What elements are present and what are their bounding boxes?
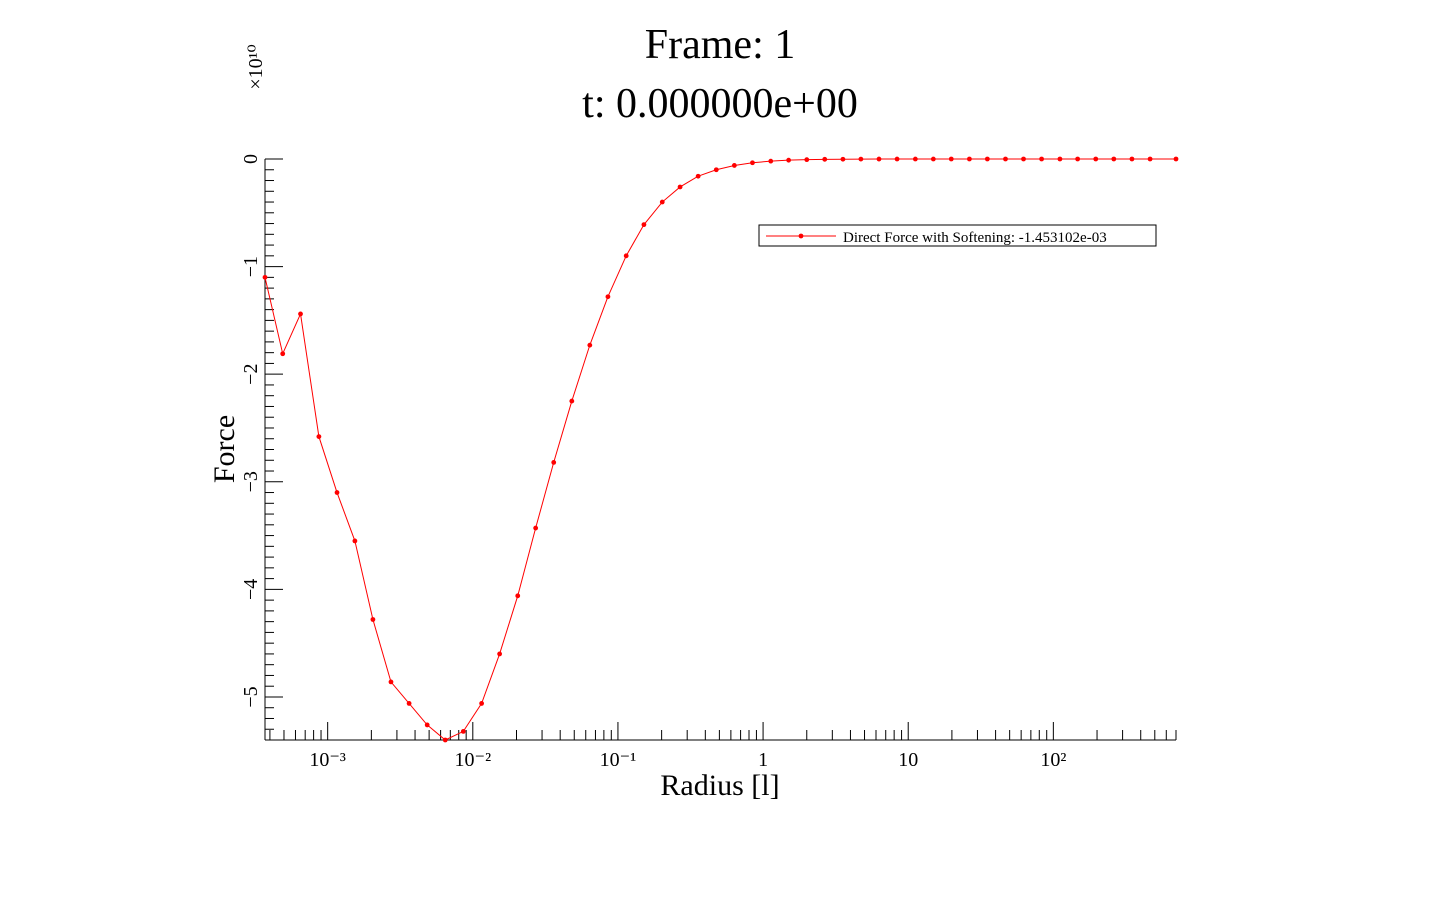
data-point: [731, 163, 737, 168]
data-point: [967, 156, 972, 162]
x-tick-label: 1: [758, 749, 768, 771]
data-point: [1021, 156, 1026, 162]
data-point: [334, 490, 340, 495]
y-tick-label: −1: [240, 256, 262, 277]
data-point: [876, 156, 882, 162]
data-point: [858, 156, 864, 162]
data-point: [497, 651, 503, 657]
data-point: [894, 156, 900, 162]
y-axis-ticks: 0 −1 −2 −3 −4 −5: [240, 154, 283, 730]
data-point: [388, 679, 394, 685]
data-point: [587, 342, 593, 348]
x-tick-label: 10²: [1040, 749, 1066, 771]
data-point: [262, 274, 268, 280]
data-point: [1003, 156, 1008, 162]
data-point: [533, 525, 539, 531]
x-axis-title: Radius [l]: [660, 769, 779, 802]
data-point: [280, 351, 286, 357]
x-tick-label: 10⁻³: [309, 749, 346, 771]
data-point: [930, 156, 936, 162]
data-point: [569, 398, 575, 404]
legend-label: Direct Force with Softening: -1.453102e-…: [843, 230, 1107, 246]
chart-subtitle: t: 0.000000e+00: [582, 81, 858, 127]
data-point: [713, 167, 719, 173]
data-point: [623, 253, 629, 259]
data-point: [984, 156, 990, 162]
y-tick-label: −4: [240, 579, 262, 600]
data-point: [641, 222, 647, 228]
data-point: [298, 311, 303, 317]
data-point: [352, 538, 358, 544]
data-point: [316, 434, 322, 439]
data-point: [442, 737, 448, 743]
x-tick-label: 10⁻¹: [600, 749, 637, 771]
data-point: [479, 701, 485, 706]
data-point: [1075, 156, 1081, 162]
data-point: [1129, 156, 1135, 162]
series-layer: [262, 156, 1179, 743]
data-point: [659, 199, 665, 205]
data-point: [695, 173, 701, 179]
y-tick-label: −2: [240, 364, 262, 385]
legend-box: [758, 224, 1157, 247]
data-point: [840, 156, 846, 162]
chart-title: Frame: 1: [645, 22, 795, 68]
y-multiplier-label: ×10¹⁰: [245, 44, 267, 89]
data-point: [370, 617, 376, 622]
data-point: [1111, 156, 1117, 162]
data-point: [768, 158, 774, 164]
y-tick-label: 0: [240, 154, 262, 164]
x-tick-label: 10: [898, 749, 918, 771]
data-point: [786, 157, 792, 163]
data-point: [912, 156, 918, 162]
data-point: [804, 157, 810, 163]
legend: Direct Force with Softening: -1.453102e-…: [758, 224, 1157, 247]
y-axis-title: Force: [208, 415, 241, 483]
y-tick-label: −5: [240, 686, 262, 707]
data-point: [551, 460, 557, 465]
data-point: [1057, 156, 1063, 162]
x-tick-label: 10⁻²: [455, 749, 492, 771]
x-axis-ticks: 10⁻³ 10⁻² 10⁻¹ 1 10 10²: [269, 722, 1177, 771]
data-point: [750, 160, 755, 166]
data-point: [1173, 156, 1179, 162]
data-point: [1093, 156, 1099, 162]
data-point: [822, 156, 828, 162]
data-point: [1147, 156, 1153, 162]
data-point: [424, 722, 430, 728]
data-point: [948, 156, 954, 162]
data-point: [406, 701, 412, 706]
legend-marker-sample: [798, 233, 804, 239]
data-point: [605, 294, 611, 300]
y-tick-label: −3: [240, 471, 262, 492]
data-point: [460, 728, 466, 734]
data-point: [677, 184, 683, 190]
data-point: [1039, 156, 1045, 162]
data-point: [515, 593, 521, 599]
